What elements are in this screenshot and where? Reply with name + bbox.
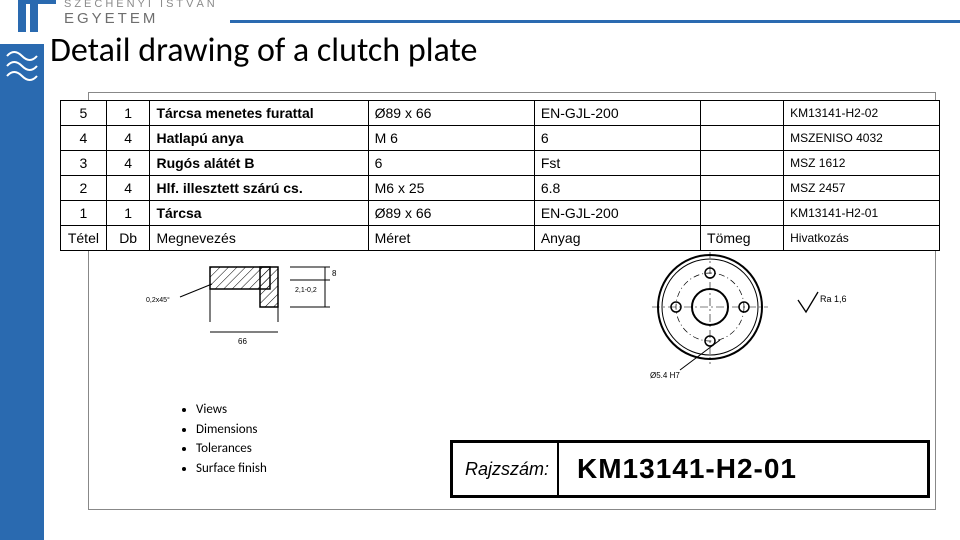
section-view: 0,2x45° 8 2,1-0,2 66 — [140, 262, 400, 352]
drawing-number-label: Rajzszám: — [453, 443, 559, 495]
drawing-number-box: Rajzszám: KM13141-H2-01 — [450, 440, 930, 498]
header-idx: Tétel — [61, 226, 107, 251]
dim-small: 8 — [332, 269, 337, 278]
chamfer-label: 0,2x45° — [146, 296, 170, 304]
cell-name: Hatlapú anya — [150, 126, 368, 151]
dim-width: 66 — [238, 337, 247, 346]
table-row: 34Rugós alátét B6Fst MSZ 1612 — [61, 151, 940, 176]
table-row: 44Hatlapú anyaM 66MSZENISO 4032 — [61, 126, 940, 151]
cell-size: M 6 — [368, 126, 534, 151]
cell-ref: MSZENISO 4032 — [784, 126, 940, 151]
header-qty: Db — [106, 226, 150, 251]
cell-idx: 2 — [61, 176, 107, 201]
wave-icon — [6, 46, 38, 86]
cell-ref: KM13141-H2-02 — [784, 101, 940, 126]
cell-mat: EN-GJL-200 — [534, 101, 700, 126]
header-mat: Anyag — [534, 226, 700, 251]
cell-mat: 6 — [534, 126, 700, 151]
cell-qty: 1 — [106, 201, 150, 226]
header-ref: Hivatkozás — [784, 226, 940, 251]
cell-idx: 5 — [61, 101, 107, 126]
cell-qty: 1 — [106, 101, 150, 126]
front-view: Ø5.4 H7 Ra 1,6 — [620, 252, 860, 382]
cell-size: Ø89 x 66 — [368, 201, 534, 226]
hole-label: Ø5.4 H7 — [650, 371, 680, 380]
cell-ref: KM13141-H2-01 — [784, 201, 940, 226]
cell-idx: 4 — [61, 126, 107, 151]
cell-qty: 4 — [106, 176, 150, 201]
list-item: Surface finish — [196, 459, 267, 479]
cell-size: M6 x 25 — [368, 176, 534, 201]
header-name: Megnevezés — [150, 226, 368, 251]
list-item: Tolerances — [196, 439, 267, 459]
cell-name: Tárcsa — [150, 201, 368, 226]
drawing-number-value: KM13141-H2-01 — [559, 453, 797, 485]
ra-label: Ra 1,6 — [820, 294, 847, 304]
cell-qty: 4 — [106, 126, 150, 151]
cell-size: Ø89 x 66 — [368, 101, 534, 126]
cell-ref: MSZ 1612 — [784, 151, 940, 176]
cell-mat: EN-GJL-200 — [534, 201, 700, 226]
cell-name: Tárcsa menetes furattal — [150, 101, 368, 126]
list-item: Views — [196, 400, 267, 420]
cell-name: Rugós alátét B — [150, 151, 368, 176]
header-rule — [230, 20, 960, 23]
cell-mass — [701, 151, 784, 176]
cell-mat: 6.8 — [534, 176, 700, 201]
university-name-line1: SZÉCHENYI ISTVÁN — [64, 0, 218, 10]
cell-ref: MSZ 2457 — [784, 176, 940, 201]
cell-size: 6 — [368, 151, 534, 176]
cell-mat: Fst — [534, 151, 700, 176]
header-size: Méret — [368, 226, 534, 251]
list-item: Dimensions — [196, 420, 267, 440]
drawing-area: 0,2x45° 8 2,1-0,2 66 Ø5.4 H7 Ra 1,6 — [100, 262, 900, 382]
left-sidebar-bar — [0, 44, 44, 540]
cell-mass — [701, 126, 784, 151]
page-title: Detail drawing of a clutch plate — [50, 30, 477, 71]
cell-mass — [701, 101, 784, 126]
university-name-line2: EGYETEM — [64, 10, 218, 27]
cell-idx: 3 — [61, 151, 107, 176]
bom-table: 51Tárcsa menetes furattalØ89 x 66EN-GJL-… — [60, 100, 940, 251]
cell-qty: 4 — [106, 151, 150, 176]
cell-idx: 1 — [61, 201, 107, 226]
table-row: 24Hlf. illesztett szárú cs.M6 x 256.8 MSZ… — [61, 176, 940, 201]
dim-tol2: 2,1-0,2 — [295, 287, 317, 294]
bullet-list: ViewsDimensionsTolerancesSurface finish — [180, 400, 267, 478]
header-mass: Tömeg — [701, 226, 784, 251]
cell-mass — [701, 176, 784, 201]
table-header-row: TételDbMegnevezésMéretAnyagTömegHivatkoz… — [61, 226, 940, 251]
table-row: 11TárcsaØ89 x 66EN-GJL-200KM13141-H2-01 — [61, 201, 940, 226]
cell-name: Hlf. illesztett szárú cs. — [150, 176, 368, 201]
cell-mass — [701, 201, 784, 226]
table-row: 51Tárcsa menetes furattalØ89 x 66EN-GJL-… — [61, 101, 940, 126]
